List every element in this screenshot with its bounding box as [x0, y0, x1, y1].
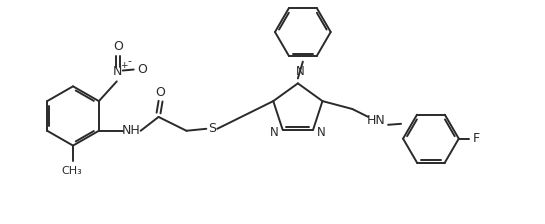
Text: F: F	[473, 132, 480, 145]
Text: N: N	[270, 126, 279, 139]
Text: O: O	[156, 86, 166, 99]
Text: O: O	[113, 40, 123, 53]
Text: HN: HN	[367, 114, 385, 127]
Text: O: O	[138, 63, 148, 76]
Text: -: -	[128, 56, 132, 66]
Text: N: N	[113, 65, 123, 78]
Text: S: S	[208, 122, 216, 135]
Text: CH₃: CH₃	[62, 166, 82, 176]
Text: N: N	[317, 126, 325, 139]
Text: N: N	[295, 65, 304, 78]
Text: NH: NH	[122, 124, 140, 137]
Text: +: +	[120, 61, 128, 70]
